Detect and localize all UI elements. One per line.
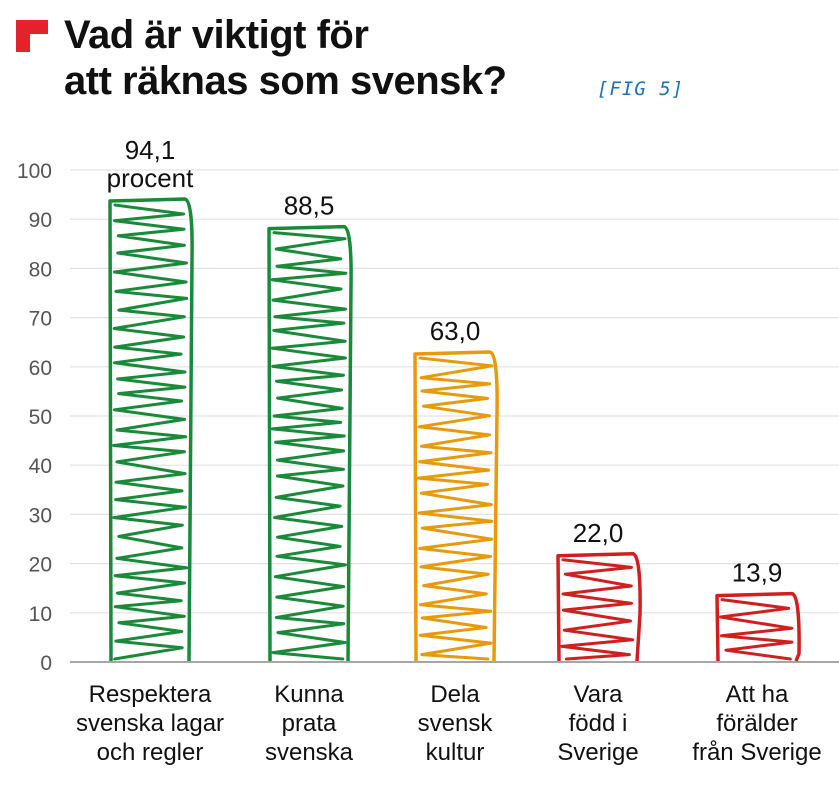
y-tick-label: 10 [29, 603, 52, 626]
y-tick-label: 40 [29, 455, 52, 478]
bar-outline [108, 197, 194, 662]
bar-scribble-fill [270, 231, 348, 661]
bar [413, 350, 499, 662]
bar-value-label: 13,9 [732, 558, 783, 588]
title-line-1: Vad är viktigt för [64, 13, 369, 57]
x-category-label: Dela svensk kultur [417, 681, 493, 766]
x-category-label: Respektera svenska lagar och regler [75, 681, 225, 766]
bar-outline [715, 591, 801, 662]
y-tick-label: 100 [17, 160, 52, 183]
y-tick-label: 30 [29, 504, 52, 527]
y-tick-label: 20 [29, 554, 52, 577]
bar-scribble-fill [560, 558, 635, 661]
bar [108, 197, 194, 662]
bar [267, 224, 353, 662]
bar-value-label: 63,0 [430, 316, 481, 346]
y-tick-label: 80 [29, 258, 52, 281]
bar-scribble-fill [112, 203, 189, 661]
x-category-label: Vara född i Sverige [557, 681, 639, 766]
bar-outline [413, 350, 499, 662]
chart-title: Vad är viktigt för att räknas som svensk… [64, 12, 507, 104]
y-tick-label: 90 [29, 209, 52, 232]
x-category-label: Att ha förälder från Sverige [692, 681, 822, 766]
bar-value-label: 88,5 [284, 191, 335, 221]
bar [715, 591, 801, 662]
bar-outline [267, 224, 353, 662]
y-tick-label: 0 [40, 652, 52, 675]
bar-value-label: procent [107, 163, 194, 193]
y-tick-label: 70 [29, 308, 52, 331]
x-category-label: Kunna prata svenska [264, 681, 354, 766]
y-tick-label: 60 [29, 357, 52, 380]
figure-tag: [FIG 5] [597, 78, 685, 100]
red-corner-logo-icon [16, 20, 48, 52]
bar-scribble-fill [719, 598, 794, 661]
y-tick-label: 50 [29, 406, 52, 429]
bar-outline [556, 552, 642, 662]
title-line-2: att räknas som svensk? [64, 59, 507, 103]
bar-scribble-fill [416, 356, 494, 661]
bar [556, 552, 642, 662]
bar-value-label: 94,1 [125, 135, 176, 165]
bar-value-label: 22,0 [573, 518, 624, 548]
